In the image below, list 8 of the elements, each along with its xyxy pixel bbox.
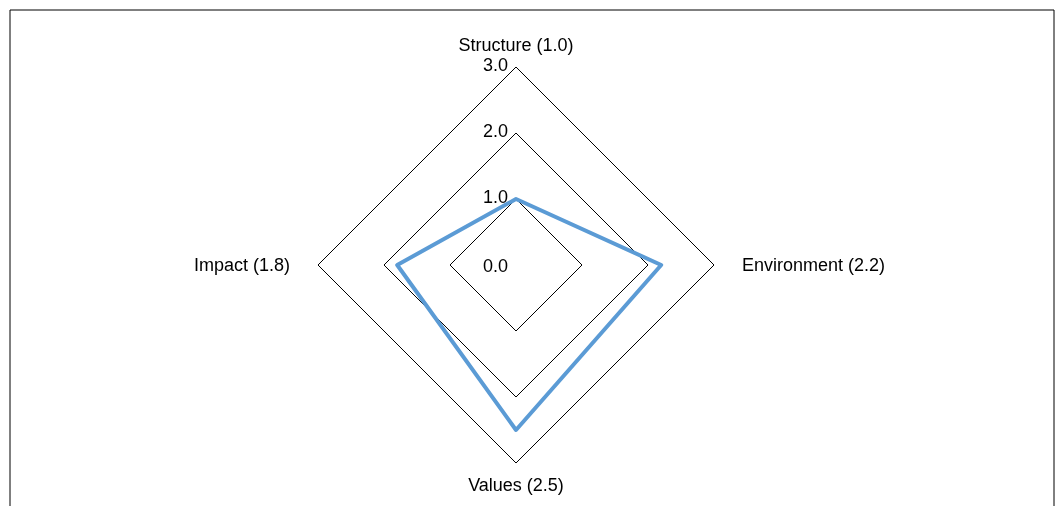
spoke-label: Environment (2.2) (742, 255, 886, 275)
spoke-label: Structure (1.0) (458, 35, 574, 55)
y-tick-label: 2.0 (482, 121, 508, 141)
y-tick-label: 0.0 (482, 256, 508, 276)
y-tick-label: 1.0 (482, 187, 508, 207)
spoke-label: Values (2.5) (468, 475, 564, 495)
y-tick-label: 3.0 (482, 55, 508, 75)
spoke-label: Impact (1.8) (193, 255, 290, 275)
